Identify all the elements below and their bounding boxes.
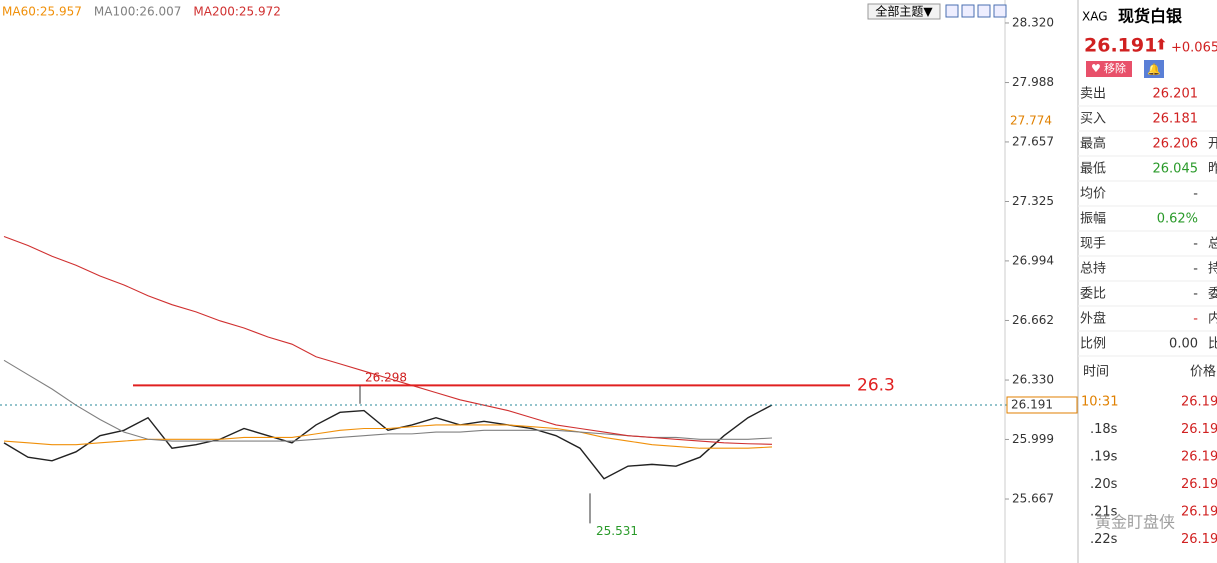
quote-label: 外盘 xyxy=(1080,311,1106,327)
tick-header: 时间 xyxy=(1083,365,1109,380)
tick-price: 26.19 xyxy=(1181,532,1217,547)
alert-button[interactable] xyxy=(1144,60,1164,78)
quote-extra: 昨 xyxy=(1208,162,1217,177)
y-tick-label: 27.657 xyxy=(1012,134,1054,148)
tick-time: 10:31 xyxy=(1081,395,1118,410)
marker-label: 27.774 xyxy=(1010,113,1052,127)
low-label: 25.531 xyxy=(596,524,638,538)
toolbar-icons xyxy=(945,4,1007,18)
tick-time: .22s xyxy=(1090,532,1118,547)
resistance-label: 26.3 xyxy=(857,375,895,395)
theme-button-label[interactable]: 全部主题▼ xyxy=(875,4,933,19)
tick-price: 26.19 xyxy=(1181,505,1217,520)
quote-extra: 比 xyxy=(1208,337,1217,352)
quote-panel: XAG 现货白银 26.191 ⬆ +0.065 ♥ 移除 🔔 卖出 26.201… xyxy=(1078,7,1217,547)
quote-value: - xyxy=(1193,187,1198,202)
up-arrow: ⬆ xyxy=(1155,36,1168,54)
tick-time: .18s xyxy=(1090,422,1118,437)
quote-label: 均价 xyxy=(1080,187,1106,202)
tick-header: 价格 xyxy=(1190,364,1216,380)
y-tick-label: 26.662 xyxy=(1012,313,1054,327)
quote-value: 26.201 xyxy=(1153,87,1199,102)
quote-extra: 开 xyxy=(1208,137,1217,152)
quote-label: 总持 xyxy=(1080,262,1106,277)
y-tick-label: 26.330 xyxy=(1012,373,1054,387)
quote-value: 26.206 xyxy=(1153,137,1199,152)
quote-value: - xyxy=(1193,312,1198,327)
quote-extra: 总 xyxy=(1208,237,1217,252)
quote-extra: 持 xyxy=(1208,262,1217,277)
tick-time: .19s xyxy=(1090,450,1118,465)
price-line xyxy=(3,404,773,480)
watermark: 黄金盯盘侠 xyxy=(1095,513,1175,532)
quote-value: 26.045 xyxy=(1153,162,1199,177)
quote-label: 最高 xyxy=(1080,136,1106,152)
last-price-box xyxy=(1006,396,1078,414)
quote-label: 最低 xyxy=(1080,162,1106,177)
tick-price: 26.19 xyxy=(1181,395,1217,410)
quote-value: 0.00 xyxy=(1169,337,1198,352)
quote-value: - xyxy=(1193,287,1198,302)
quote-label: 现手 xyxy=(1080,237,1106,252)
price: 26.191 xyxy=(1084,35,1157,57)
symbol: XAG xyxy=(1082,10,1108,24)
quote-extra: 委 xyxy=(1208,287,1217,302)
y-tick-label: 27.988 xyxy=(1012,75,1054,89)
legend-entry: MA60:25.957 xyxy=(2,5,82,19)
y-tick-label: 25.667 xyxy=(1012,492,1054,506)
tick-price: 26.19 xyxy=(1181,450,1217,465)
quote-value: 0.62% xyxy=(1157,212,1198,227)
icon[interactable] xyxy=(977,4,991,18)
icon[interactable] xyxy=(961,4,975,18)
icon[interactable] xyxy=(993,4,1007,18)
heart[interactable]: ♥ xyxy=(1091,62,1101,75)
quote-value: - xyxy=(1193,262,1198,277)
tick-price: 26.19 xyxy=(1181,422,1217,437)
y-tick-label: 25.999 xyxy=(1012,432,1054,446)
y-tick-label: 28.320 xyxy=(1012,15,1054,29)
remove-label[interactable]: 移除 xyxy=(1104,61,1126,75)
quote-label: 买入 xyxy=(1080,112,1106,127)
quote-label: 卖出 xyxy=(1080,87,1106,102)
ma-line xyxy=(3,424,773,449)
quote-label: 振幅 xyxy=(1080,212,1106,227)
high-label: 26.298 xyxy=(365,370,407,384)
quote-value: - xyxy=(1193,237,1198,252)
instrument-name: 现货白银 xyxy=(1118,7,1183,26)
remove-button[interactable] xyxy=(1086,61,1132,77)
legend-entry: MA100:26.007 xyxy=(94,5,182,19)
icon[interactable] xyxy=(945,4,959,18)
quote-value: 26.181 xyxy=(1153,112,1199,127)
quote-extra: 内 xyxy=(1208,311,1217,327)
quote-label: 委比 xyxy=(1080,287,1106,302)
tick-time: .20s xyxy=(1090,477,1118,492)
tick-price: 26.19 xyxy=(1181,477,1217,492)
last-price-label: 26.191 xyxy=(1011,397,1053,411)
y-tick-label: 26.994 xyxy=(1012,253,1054,267)
ma-line xyxy=(3,235,773,445)
y-tick-label: 27.325 xyxy=(1012,194,1054,208)
change: +0.065 xyxy=(1171,41,1217,56)
quote-label: 比例 xyxy=(1080,337,1106,352)
theme-button[interactable] xyxy=(867,3,941,20)
tick-time: .21s xyxy=(1090,505,1118,520)
legend-entry: MA200:25.972 xyxy=(193,5,281,19)
bell[interactable]: 🔔 xyxy=(1147,63,1161,76)
